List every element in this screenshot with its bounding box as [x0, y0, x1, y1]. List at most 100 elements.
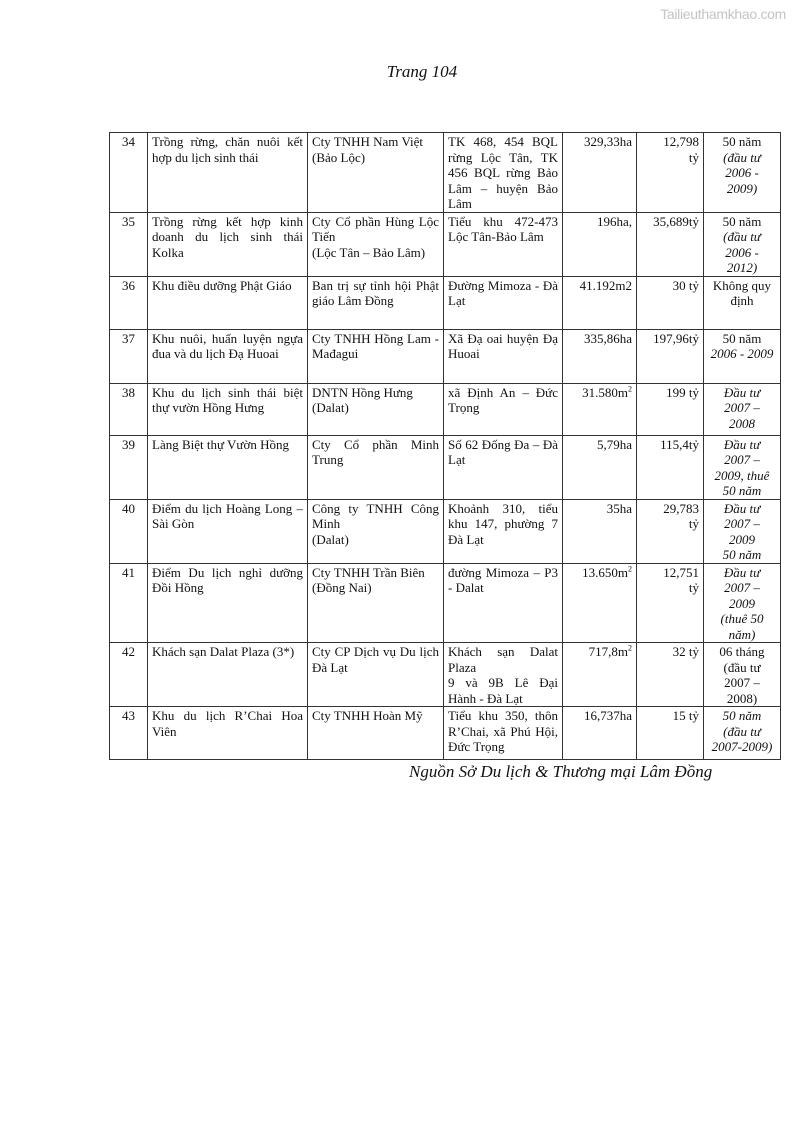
- area: 41.192m2: [562, 275, 637, 330]
- capital: 29,783 tỷ: [636, 498, 704, 564]
- content: 34 Trồng rừng, chăn nuôi kết hợp du lịch …: [109, 132, 781, 782]
- area: 35ha: [562, 498, 637, 564]
- table-row: 40 Điểm du lịch Hoàng Long – Sài Gòn Công …: [109, 498, 781, 564]
- investor: Ban trị sự tỉnh hội Phật giáo Lâm Đồng: [307, 275, 444, 330]
- table-row: 34 Trồng rừng, chăn nuôi kết hợp du lịch …: [109, 132, 781, 213]
- area-superscript: 2: [628, 643, 632, 653]
- source-note: Nguồn Sở Du lịch & Thương mại Lâm Đồng: [409, 762, 713, 781]
- investor: Cty TNHH Nam Việt (Bảo Lộc): [307, 132, 444, 213]
- period: Đầu tư 2007 – 2009, thuê 50 năm: [703, 434, 781, 500]
- period: Không quy định: [703, 275, 781, 330]
- area-superscript: 2: [628, 564, 632, 574]
- row-number: 38: [109, 382, 148, 436]
- table-row: 42 Khách sạn Dalat Plaza (3*) Cty CP Dịch …: [109, 642, 781, 707]
- capital: 197,96tỷ: [636, 328, 704, 384]
- area: 16,737ha: [562, 706, 637, 760]
- row-number: 37: [109, 328, 148, 384]
- area-value: 329,33ha: [583, 134, 632, 149]
- period-text: 06 tháng (đầu tư 2007 – 2008): [719, 644, 765, 706]
- period: Đầu tư 2007 – 2009 (thuê 50 năm): [703, 562, 781, 643]
- area: 335,86ha: [562, 328, 637, 384]
- period-italic-text: Đầu tư 2007 – 2008: [723, 384, 761, 431]
- period-italic-text: Đầu tư 2007 – 2009 50 năm: [722, 500, 762, 563]
- row-number: 39: [109, 434, 148, 500]
- capital: 32 tỷ: [636, 642, 704, 707]
- area-value: 41.192m2: [579, 277, 632, 293]
- project-name: Trồng rừng, chăn nuôi kết hợp du lịch si…: [147, 132, 308, 213]
- area-value: 16,737ha: [583, 708, 632, 723]
- area: 13.650m2: [562, 562, 637, 643]
- area-value: 31.580m: [582, 384, 628, 400]
- row-number: 43: [109, 706, 148, 760]
- investor: Cty TNHH Hồng Lam - Mađagui: [307, 328, 444, 384]
- investor: Cty Cổ phần Minh Trung: [307, 434, 444, 500]
- row-number: 35: [109, 211, 148, 277]
- capital: 30 tỷ: [636, 275, 704, 330]
- location: xã Định An – Đức Trọng: [443, 382, 563, 436]
- project-name: Khu du lịch sinh thái biệt thự vườn Hồng…: [147, 382, 308, 436]
- table-row: 37 Khu nuôi, huấn luyện ngựa đua và du lị…: [109, 328, 781, 384]
- location: Đường Mimoza - Đà Lạt: [443, 275, 563, 330]
- capital: 115,4tỷ: [636, 434, 704, 500]
- row-number: 42: [109, 642, 148, 707]
- period-text: 50 năm: [722, 134, 762, 149]
- area-value: 196ha,: [596, 213, 632, 229]
- location: Khoảnh 310, tiểu khu 147, phường 7 Đà Lạ…: [443, 498, 563, 564]
- area: 5,79ha: [562, 434, 637, 500]
- row-number: 41: [109, 562, 148, 643]
- location: Khách sạn Dalat Plaza 9 và 9B Lê Đại Hàn…: [443, 642, 563, 707]
- capital: 35,689tỷ: [636, 211, 704, 277]
- area: 717,8m2: [562, 642, 637, 707]
- area-value: 13.650m: [582, 564, 628, 580]
- row-number: 34: [109, 132, 148, 213]
- page-title: Trang 104: [386, 62, 458, 81]
- area-value: 717,8m: [588, 644, 628, 659]
- project-name: Trồng rừng kết hợp kinh doanh du lịch si…: [147, 211, 308, 277]
- period: 50 năm (đầu tư 2006 - 2009): [703, 132, 781, 213]
- period-italic-text: (đầu tư 2006 - 2012): [723, 229, 761, 275]
- project-name: Khách sạn Dalat Plaza (3*): [147, 642, 308, 707]
- location: Xã Đạ oai huyện Đạ Huoai: [443, 328, 563, 384]
- project-name: Khu du lịch R’Chai Hoa Viên: [147, 706, 308, 760]
- period: Đầu tư 2007 – 2008: [703, 382, 781, 436]
- project-name: Làng Biệt thự Vườn Hồng: [147, 434, 308, 500]
- table-row: 41 Điểm Du lịch nghỉ dưỡng Đồi Hồng Cty TN…: [109, 562, 781, 643]
- row-number: 36: [109, 275, 148, 330]
- capital: 199 tỷ: [636, 382, 704, 436]
- location: TK 468, 454 BQL rừng Lộc Tân, TK 456 BQL…: [443, 132, 563, 213]
- table-row: 38 Khu du lịch sinh thái biệt thự vườn Hồ…: [109, 382, 781, 436]
- location: Tiểu khu 472-473 Lộc Tân-Bảo Lâm: [443, 211, 563, 277]
- area-value: 335,86ha: [583, 330, 632, 346]
- period-italic-text: (đầu tư 2006 - 2009): [723, 149, 761, 196]
- investor: Cty CP Dịch vụ Du lịch Đà Lạt: [307, 642, 444, 707]
- projects-table: 34 Trồng rừng, chăn nuôi kết hợp du lịch …: [109, 132, 781, 760]
- period-italic-text: Đầu tư 2007 – 2009 (thuê 50 năm): [720, 564, 764, 642]
- period-italic-text: 50 năm (đầu tư 2007-2009): [711, 708, 773, 754]
- area-value: 5,79ha: [596, 436, 632, 452]
- area-value: 35ha: [606, 500, 632, 516]
- row-number: 40: [109, 498, 148, 564]
- watermark: Tailieuthamkhao.com: [660, 6, 786, 22]
- period: 50 năm (đầu tư 2006 - 2012): [703, 211, 781, 277]
- location: đường Mimoza – P3 - Dalat: [443, 562, 563, 643]
- capital: 12,751 tỷ: [636, 562, 704, 643]
- project-name: Điểm Du lịch nghỉ dưỡng Đồi Hồng: [147, 562, 308, 643]
- period-text: Không quy định: [712, 277, 772, 309]
- period: 06 tháng (đầu tư 2007 – 2008): [703, 642, 781, 707]
- capital: 12,798 tỷ: [636, 132, 704, 213]
- project-name: Khu nuôi, huấn luyện ngựa đua và du lịch…: [147, 328, 308, 384]
- period: 50 năm (đầu tư 2007-2009): [703, 706, 781, 760]
- period: Đầu tư 2007 – 2009 50 năm: [703, 498, 781, 564]
- table-row: 36 Khu điều dưỡng Phật Giáo Ban trị sự tỉn…: [109, 275, 781, 330]
- period-text: 50 năm: [722, 213, 762, 229]
- table-row: 43 Khu du lịch R’Chai Hoa Viên Cty TNHH Ho…: [109, 706, 781, 760]
- area-superscript: 2: [628, 384, 632, 394]
- investor: DNTN Hồng Hưng (Dalat): [307, 382, 444, 436]
- period: 50 năm 2006 - 2009: [703, 328, 781, 384]
- area: 31.580m2: [562, 382, 637, 436]
- investor: Cty Cổ phần Hùng Lộc Tiến (Lộc Tân – Bảo…: [307, 211, 444, 277]
- project-name: Khu điều dưỡng Phật Giáo: [147, 275, 308, 330]
- table-row: 39 Làng Biệt thự Vườn Hồng Cty Cổ phần Min…: [109, 434, 781, 500]
- location: Tiểu khu 350, thôn R’Chai, xã Phú Hội, Đ…: [443, 706, 563, 760]
- area: 196ha,: [562, 211, 637, 277]
